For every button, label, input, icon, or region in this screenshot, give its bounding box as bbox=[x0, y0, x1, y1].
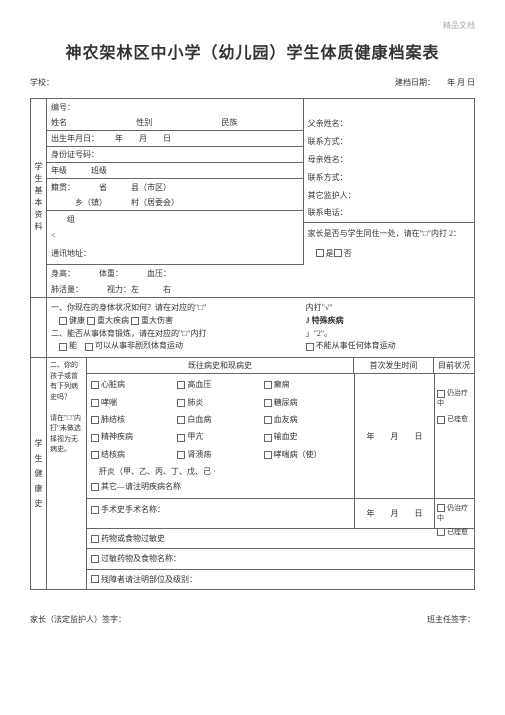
status-col-1: 仍治疗中 已痊愈 bbox=[434, 374, 474, 498]
page-title: 神农架林区中小学（幼儿园）学生体质健康档案表 bbox=[30, 39, 475, 63]
health-history-section: 学生健康史 二、你的孩子或曾有下列病史吗？请在"□"内打"未做选择视为无病史。 … bbox=[31, 358, 474, 590]
yesno-options: 是 否 bbox=[304, 245, 356, 261]
teacher-sig: 班主任签字： bbox=[427, 614, 475, 625]
idcard-label: 身份证号码： bbox=[47, 147, 103, 162]
school-label: 学校： bbox=[30, 77, 54, 88]
time-col-1: 年 月 日 bbox=[354, 374, 434, 498]
grade-label: 年级 班级 bbox=[47, 163, 111, 178]
birth-label: 出生年月日： 年 月 日 bbox=[47, 131, 175, 146]
guardian-label: 其它监护人： bbox=[304, 187, 360, 203]
mcontact-label: 联系方式： bbox=[304, 167, 352, 187]
status-col-2: 仍治疗中 已痊愈 bbox=[434, 499, 474, 528]
lung-vision: 肺活量： 视力：左 右 bbox=[47, 281, 175, 297]
father-label: 父亲姓名： bbox=[304, 115, 352, 131]
mother-label: 母亲姓名： bbox=[304, 151, 352, 167]
allergy-2: 过敏药物及食物名称： bbox=[87, 549, 474, 568]
side-label-basic: 学生基本资料 bbox=[31, 99, 47, 297]
origin-label: 籍贯： 省 县（市区） bbox=[47, 179, 175, 195]
disability: 残障者请注明部位及级别： bbox=[87, 570, 474, 589]
disease-list: 心脏病 哮喘 肺结核 精神疾病 结核病 高血压 肺炎 白血病 甲亢 肾溃疡 bbox=[87, 374, 354, 498]
parent-sig: 家长（法定监护人）签字： bbox=[30, 614, 126, 625]
gcontact-label: 联系电话： bbox=[304, 203, 352, 222]
addr-label: 通讯地址： bbox=[47, 243, 95, 264]
ethnic-label: 民族 bbox=[217, 115, 302, 130]
date-label: 建档日期： bbox=[395, 78, 431, 87]
name-label: 姓名 bbox=[47, 115, 132, 130]
th-history: 既往病史和现病史 bbox=[87, 358, 354, 373]
allergy-1: 药物或食物过敏史 bbox=[87, 529, 474, 548]
th-status: 目前状况 bbox=[434, 358, 474, 373]
time-col-2: 年 月 日 bbox=[354, 499, 434, 528]
surgery-cell: 手术史手术名称： bbox=[87, 499, 354, 528]
town-label: 乡（镇） 村（居委会） bbox=[47, 195, 183, 210]
together-label: 家长是否与学生同住一处，请在"□"内打 2： bbox=[304, 223, 465, 245]
col2-text: 二、你的孩子或曾有下列病史吗？请在"□"内打"未做选择视为无病史。 bbox=[47, 358, 87, 589]
form-container: 学生基本资料 编号： 姓名性别民族 出生年月日： 年 月 日 身份证号码： 年级… bbox=[30, 98, 475, 590]
date-value: 年 月 日 bbox=[447, 78, 475, 87]
id-label: 编号： bbox=[47, 99, 79, 115]
fcontact-label: 联系方式： bbox=[304, 131, 352, 151]
measurements: 身高： 体重： 血压： bbox=[47, 265, 175, 281]
group-label: 组 bbox=[47, 211, 79, 227]
th-time: 首次发生时间 bbox=[354, 358, 434, 373]
gender-label: 性别 bbox=[132, 115, 217, 130]
side-label-health: 学生健康史 bbox=[31, 358, 47, 589]
lt-symbol: < bbox=[47, 227, 60, 243]
q-block-right: 内打"√" J 特殊疾病 」"2"。 不能从事任何体育运动 bbox=[302, 298, 474, 357]
q-block: 一、你现在的身体状况如何？请在对应的"□" 健康 重大疾病 重大伤害 二、能否从… bbox=[47, 298, 302, 357]
watermark: 精品文档 bbox=[30, 20, 475, 31]
